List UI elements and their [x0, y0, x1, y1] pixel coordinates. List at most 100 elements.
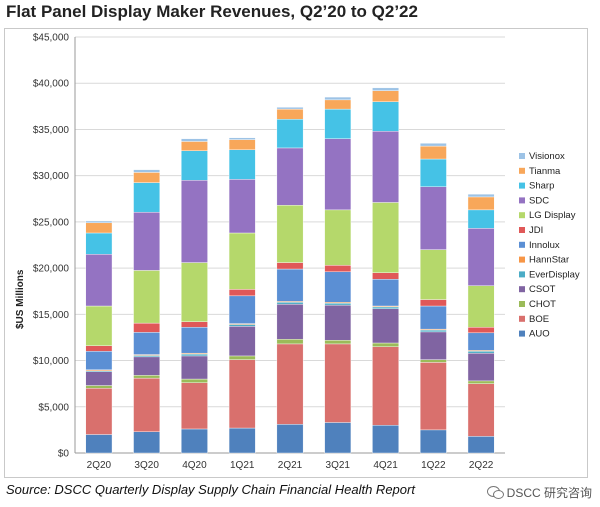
bar-segment-visionox [276, 107, 304, 110]
bar-segment-sdc [181, 180, 208, 263]
bar-segment-sdc [324, 138, 352, 211]
bar-segment-sharp [372, 101, 399, 132]
bar-segment-sdc [419, 186, 447, 250]
bar-segment-sharp [228, 149, 256, 180]
x-tick-label: 1Q22 [421, 460, 446, 471]
bar-segment-sdc [85, 254, 113, 307]
bar-segment-innolux [181, 327, 208, 354]
bar-segment-sharp [133, 182, 161, 213]
bar-segment-chot [85, 385, 113, 389]
x-tick-label: 3Q21 [326, 460, 351, 471]
bar-segment-sharp [419, 158, 447, 187]
bar-segment-boe [467, 383, 495, 437]
y-tick-label: $30,000 [33, 171, 70, 182]
bar-segment-auo [419, 429, 447, 454]
bar-segment-everdisplay [181, 353, 208, 357]
bar-segment-tianma [85, 222, 113, 234]
bar-segment-chot [419, 359, 447, 363]
bar-segment-jdi [181, 321, 208, 328]
legend-swatch [519, 315, 525, 322]
bar-segment-csot [324, 304, 352, 341]
wechat-icon [486, 486, 504, 499]
bar-segment-tianma [467, 196, 495, 211]
bar-segment-tianma [181, 141, 208, 151]
legend-swatch [519, 271, 525, 278]
bar-segment-jdi [228, 289, 256, 297]
bar-segment-innolux [85, 351, 113, 370]
bar-segment-innolux [467, 332, 495, 351]
stacked-bar-chart: $0 $5,000 $10,000 $15,000 $20,000 $25,000 $30,… [33, 33, 580, 472]
legend-label: AUO [529, 329, 550, 340]
legend-swatch [519, 256, 525, 263]
bar-segment-chot [372, 342, 399, 347]
bar-segment-tianma [133, 172, 161, 183]
bar-segment-everdisplay [419, 329, 447, 333]
bar-segment-sdc [372, 131, 399, 203]
bar-segment-visionox [324, 96, 352, 101]
bar-segment-visionox [228, 137, 256, 140]
bar-segment-innolux [228, 295, 256, 324]
bar-segment-csot [276, 303, 304, 340]
bar-segment-auo [276, 424, 304, 454]
bar-segment-tianma [324, 99, 352, 110]
bar-segment-visionox [419, 143, 447, 147]
bar-segment-auo [467, 436, 495, 454]
watermark: DSCC 研究咨询 [486, 484, 592, 501]
y-tick-label: $20,000 [33, 264, 70, 275]
legend-label: HannStar [529, 255, 569, 266]
legend-label: Visionox [529, 151, 565, 162]
legend-swatch [519, 182, 525, 189]
legend-label: CSOT [529, 284, 556, 295]
legend-swatch [519, 301, 525, 307]
legend-label: Tianma [529, 166, 561, 177]
bar-segment-auo [133, 431, 161, 454]
bar-segment-lg-display [372, 202, 399, 273]
bar-segment-tianma [372, 90, 399, 102]
bar-segment-csot [133, 356, 161, 376]
bar-segment-everdisplay [372, 306, 399, 309]
legend-label: LG Display [529, 210, 576, 221]
bar-segment-boe [372, 346, 399, 426]
bar-segment-chot [324, 340, 352, 345]
legend-swatch [519, 197, 525, 204]
bar-segment-everdisplay [276, 302, 304, 305]
bar-segment-csot [372, 308, 399, 344]
y-tick-label: $25,000 [33, 217, 70, 228]
y-tick-label: $10,000 [33, 356, 70, 367]
bar-segment-innolux [133, 332, 161, 355]
legend-label: Innolux [529, 240, 560, 251]
bar-segment-lg-display [181, 262, 208, 322]
bar-segment-sdc [228, 179, 256, 234]
bar-segment-visionox [372, 87, 399, 91]
bar-segment-auo [181, 428, 208, 454]
bar-segment-jdi [133, 322, 161, 333]
bar-segment-visionox [85, 220, 113, 224]
bar-segment-csot [419, 331, 447, 360]
legend-swatch [519, 167, 525, 174]
bar-segment-innolux [419, 305, 447, 330]
legend-label: SDC [529, 195, 549, 206]
bar-segment-tianma [228, 139, 256, 150]
bar-segment-visionox [467, 193, 495, 198]
bar-segment-auo [228, 427, 256, 454]
bar-segment-jdi [419, 299, 447, 307]
bar-segment-boe [419, 362, 447, 431]
bar-segment-boe [276, 343, 304, 425]
bar-segment-csot [228, 326, 256, 357]
bar-segment-chot [467, 380, 495, 384]
bar-segment-lg-display [276, 205, 304, 263]
legend-swatch [519, 212, 525, 219]
bar-segment-sdc [133, 211, 161, 271]
bar-segment-boe [85, 388, 113, 435]
y-tick-label: $15,000 [33, 310, 70, 321]
x-tick-label: 2Q21 [278, 460, 303, 471]
x-tick-label: 3Q20 [134, 460, 159, 471]
legend-label: CHOT [529, 299, 556, 310]
bar-segment-sharp [181, 150, 208, 181]
bar-segment-boe [324, 343, 352, 423]
y-axis-label: $US Millions [15, 269, 26, 329]
y-tick-label: $5,000 [38, 402, 69, 413]
bar-segment-jdi [276, 262, 304, 270]
y-tick-label: $40,000 [33, 79, 70, 90]
bar-segment-innolux [372, 279, 399, 307]
